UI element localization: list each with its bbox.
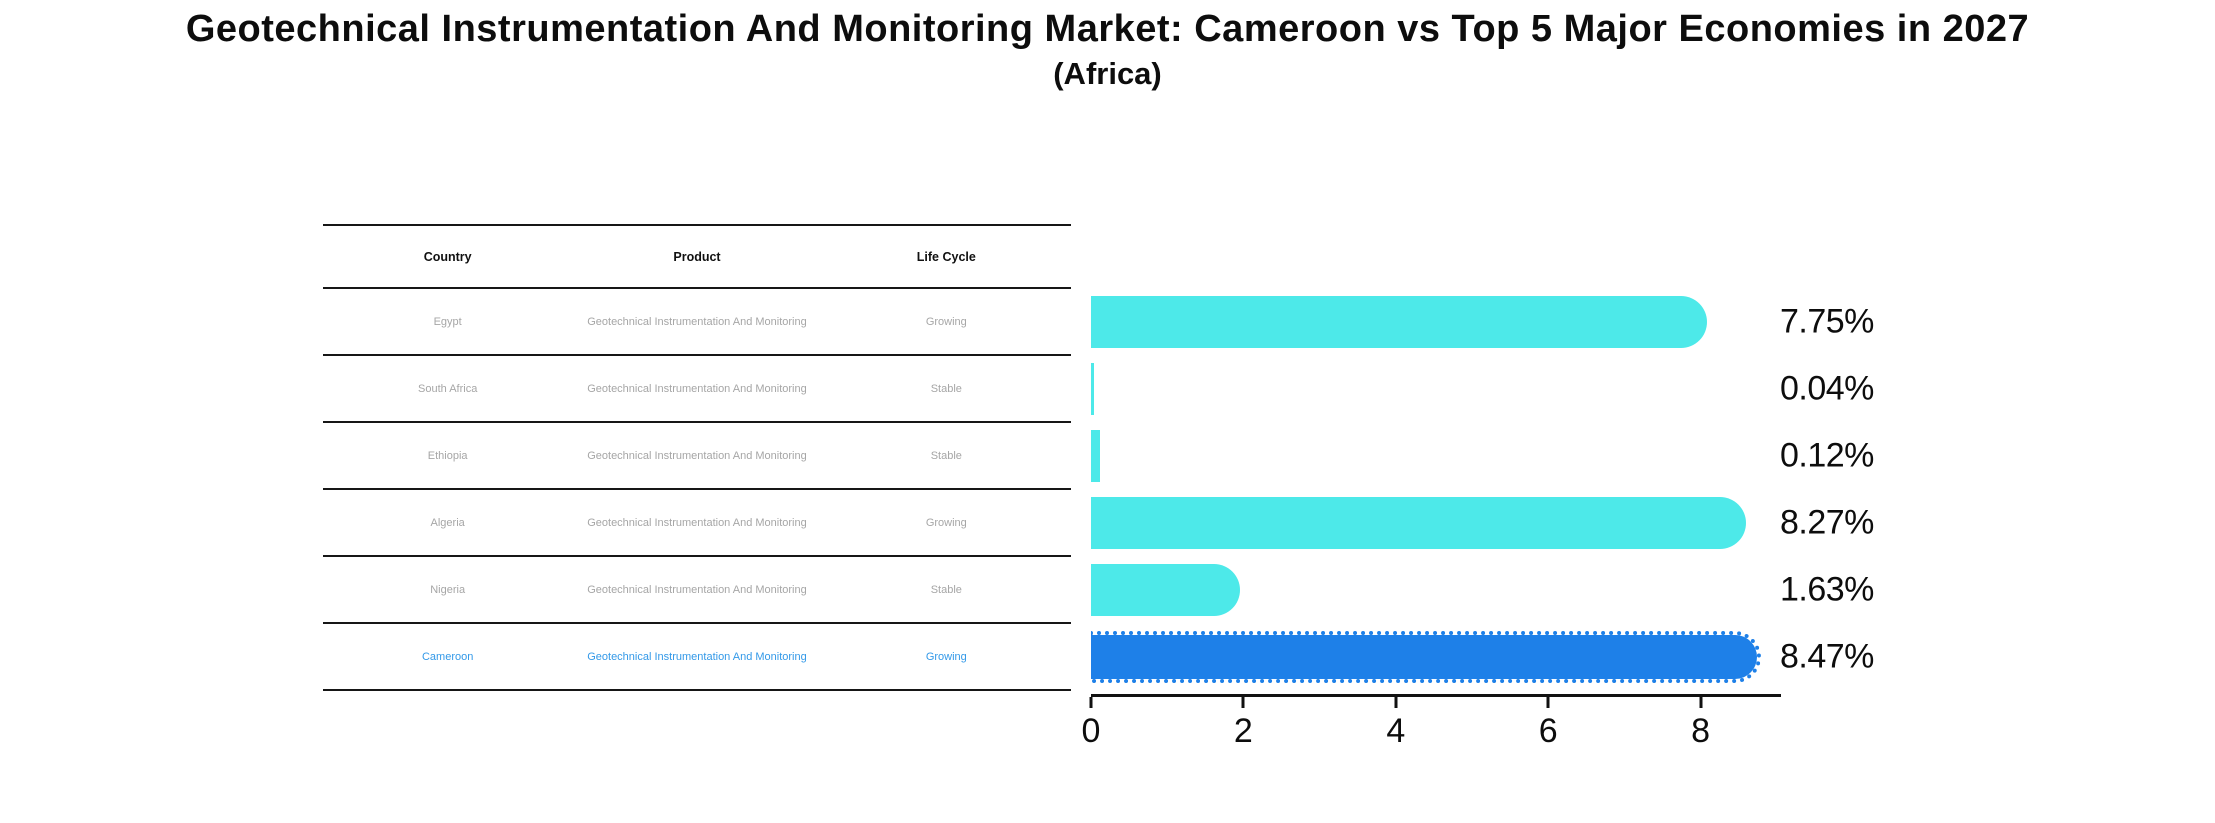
- value-label: 1.63%: [1780, 570, 1874, 609]
- cell-country: Ethiopia: [427, 449, 468, 462]
- cell-product: Geotechnical Instrumentation And Monitor…: [587, 315, 807, 328]
- cell-product: Geotechnical Instrumentation And Monitor…: [587, 583, 807, 596]
- cell-country: Cameroon: [421, 650, 474, 663]
- cell-life-cycle: Stable: [930, 449, 962, 462]
- bar-ethiopia: [1091, 430, 1101, 482]
- cell-product: Geotechnical Instrumentation And Monitor…: [587, 382, 807, 395]
- table-row-ethiopia: Ethiopia Geotechnical Instrumentation An…: [323, 423, 1071, 490]
- cell-country: Nigeria: [430, 583, 466, 596]
- x-axis-tick: [1089, 697, 1093, 708]
- cell-life-cycle: Growing: [925, 315, 967, 328]
- x-axis-tick: [1394, 697, 1398, 708]
- page-title: Geotechnical Instrumentation And Monitor…: [185, 8, 2030, 50]
- column-header-country: Country: [423, 249, 472, 264]
- value-label: 0.12%: [1780, 436, 1874, 475]
- cell-country: South Africa: [418, 382, 478, 395]
- bar-algeria: [1091, 497, 1747, 549]
- bar-nigeria: [1091, 564, 1241, 616]
- x-axis-tick-label: 8: [1691, 712, 1711, 750]
- x-axis-tick: [1241, 697, 1245, 708]
- column-header-product: Product: [673, 249, 721, 264]
- x-axis-tick-label: 0: [1081, 712, 1101, 750]
- table-row-cameroon-highlighted: Cameroon Geotechnical Instrumentation An…: [323, 624, 1071, 691]
- x-axis-tick-label: 2: [1233, 712, 1253, 750]
- x-axis-line: [1091, 694, 1781, 697]
- bar-cameroon-highlighted: [1091, 631, 1762, 683]
- cell-life-cycle: Stable: [930, 382, 962, 395]
- table-row-nigeria: Nigeria Geotechnical Instrumentation And…: [323, 557, 1071, 624]
- country-table: Country Product Life Cycle Egypt Geotech…: [323, 224, 1071, 691]
- table-row-egypt: Egypt Geotechnical Instrumentation And M…: [323, 289, 1071, 356]
- bar-south-africa: [1091, 363, 1095, 415]
- cell-life-cycle: Stable: [930, 583, 962, 596]
- value-label: 8.27%: [1780, 503, 1874, 542]
- cell-product: Geotechnical Instrumentation And Monitor…: [587, 449, 807, 462]
- table-row-algeria: Algeria Geotechnical Instrumentation And…: [323, 490, 1071, 557]
- cell-product: Geotechnical Instrumentation And Monitor…: [587, 650, 807, 663]
- cell-product: Geotechnical Instrumentation And Monitor…: [587, 516, 807, 529]
- table-row-south-africa: South Africa Geotechnical Instrumentatio…: [323, 356, 1071, 423]
- column-header-life-cycle: Life Cycle: [916, 249, 976, 264]
- x-axis-tick-label: 4: [1386, 712, 1406, 750]
- cell-life-cycle: Growing: [925, 650, 967, 663]
- x-axis-tick-label: 6: [1538, 712, 1558, 750]
- value-label: 8.47%: [1780, 637, 1874, 676]
- cell-country: Algeria: [430, 516, 465, 529]
- table-header-row: Country Product Life Cycle: [323, 224, 1071, 289]
- cell-country: Egypt: [433, 315, 462, 328]
- value-label: 7.75%: [1780, 302, 1874, 341]
- value-label: 0.04%: [1780, 369, 1874, 408]
- cell-life-cycle: Growing: [925, 516, 967, 529]
- x-axis-tick: [1546, 697, 1550, 708]
- page-subtitle: (Africa): [1053, 56, 1162, 91]
- x-axis-tick: [1699, 697, 1703, 708]
- bar-egypt: [1091, 296, 1707, 348]
